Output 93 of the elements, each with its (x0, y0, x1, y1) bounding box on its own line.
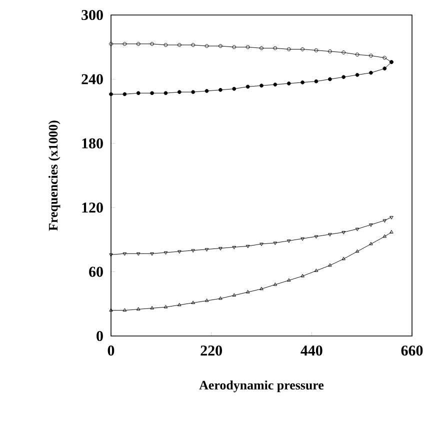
x-axis-title: Aerodynamic pressure (199, 380, 324, 392)
point (342, 75, 346, 80)
point (355, 228, 360, 232)
point (232, 45, 236, 50)
point (164, 91, 168, 96)
y-tick-label: 0 (96, 330, 103, 342)
point (273, 82, 278, 86)
point (232, 86, 236, 91)
point (218, 44, 222, 48)
point (286, 47, 291, 52)
point (191, 90, 196, 94)
point (300, 80, 304, 84)
point (355, 72, 360, 77)
point (150, 306, 154, 310)
point (369, 54, 373, 58)
point (314, 268, 318, 272)
point (122, 92, 127, 96)
point (382, 56, 387, 60)
point (260, 242, 264, 246)
point (355, 249, 360, 253)
point (191, 300, 195, 304)
point (342, 256, 346, 260)
point (355, 52, 360, 57)
x-tick-label: 440 (300, 346, 322, 356)
y-tick-label: 60 (89, 266, 103, 277)
point (218, 296, 222, 300)
point (150, 91, 154, 96)
point (204, 248, 209, 252)
point (218, 247, 222, 250)
point (314, 235, 318, 239)
point (204, 44, 209, 48)
point (246, 45, 250, 50)
point (218, 88, 222, 92)
point (122, 252, 127, 256)
point (314, 79, 318, 84)
point (369, 70, 373, 75)
point (300, 47, 304, 52)
point (273, 282, 278, 286)
point (204, 298, 209, 302)
x-tick-label: 0 (108, 346, 114, 356)
point (122, 42, 127, 46)
point (328, 49, 332, 54)
point (328, 263, 332, 267)
point (382, 234, 387, 238)
point (191, 43, 196, 47)
point (314, 48, 318, 52)
y-tick-label: 240 (82, 74, 103, 84)
point (109, 92, 113, 96)
y-axis-title: Frequencies (x1000) (48, 120, 60, 231)
point (260, 286, 264, 290)
point (150, 42, 154, 46)
point (122, 308, 127, 312)
point (164, 251, 168, 255)
point (136, 252, 140, 256)
point (382, 219, 387, 223)
x-tick-label: 220 (200, 346, 222, 356)
point (342, 50, 346, 54)
point (164, 43, 168, 47)
point (369, 224, 373, 227)
point (246, 244, 250, 248)
point (369, 242, 373, 246)
point (328, 233, 332, 236)
point (273, 242, 278, 246)
point (178, 302, 182, 306)
point (286, 240, 291, 243)
point (136, 307, 140, 310)
point (232, 293, 236, 297)
point (273, 46, 278, 50)
y-tick-label: 300 (82, 10, 103, 20)
point (300, 237, 304, 241)
point (191, 249, 195, 253)
point (286, 278, 291, 282)
point (246, 290, 250, 294)
point (286, 82, 291, 86)
y-tick-label: 120 (82, 202, 103, 213)
point (177, 90, 182, 94)
point (177, 43, 182, 47)
point (164, 304, 168, 308)
point (328, 77, 332, 82)
point (300, 274, 304, 278)
point (204, 89, 209, 93)
x-tick-label: 660 (401, 346, 423, 356)
point (150, 252, 154, 256)
point (136, 91, 140, 96)
point (136, 42, 140, 46)
point (178, 250, 182, 254)
point (246, 84, 250, 89)
point (342, 231, 346, 234)
point (232, 246, 236, 250)
point (260, 46, 264, 50)
point (260, 84, 264, 88)
y-tick-label: 180 (82, 138, 103, 148)
point (382, 66, 387, 70)
